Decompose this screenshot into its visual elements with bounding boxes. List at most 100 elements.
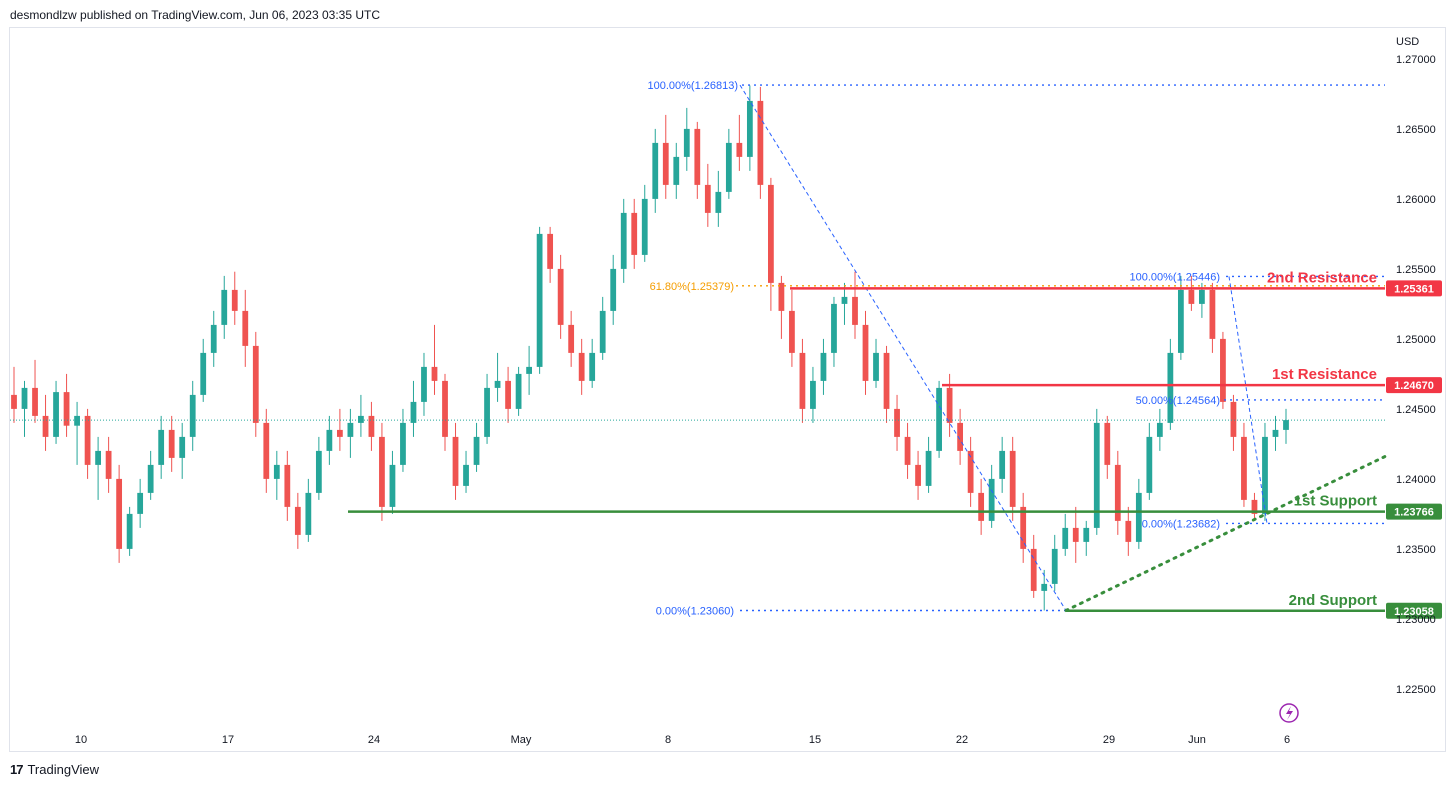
- candle[interactable]: [778, 275, 785, 339]
- candle[interactable]: [1220, 331, 1226, 409]
- candle[interactable]: [662, 114, 669, 199]
- candle[interactable]: [168, 415, 175, 472]
- candle[interactable]: [715, 170, 722, 227]
- candle[interactable]: [126, 506, 133, 556]
- candle[interactable]: [242, 289, 249, 367]
- candle[interactable]: [421, 352, 427, 416]
- candle[interactable]: [1104, 415, 1111, 479]
- candle[interactable]: [1030, 534, 1037, 598]
- candle[interactable]: [831, 296, 837, 367]
- candle[interactable]: [810, 366, 816, 423]
- candle[interactable]: [210, 310, 217, 367]
- candle[interactable]: [116, 464, 123, 563]
- candle[interactable]: [1188, 275, 1195, 311]
- candle[interactable]: [967, 436, 974, 507]
- candle[interactable]: [683, 107, 690, 171]
- tradingview-footer[interactable]: 17 TradingView: [10, 762, 99, 777]
- candle[interactable]: [379, 422, 385, 521]
- candle[interactable]: [32, 359, 38, 423]
- candle[interactable]: [820, 338, 827, 395]
- candle[interactable]: [557, 254, 564, 339]
- candle[interactable]: [852, 271, 858, 339]
- candle[interactable]: [431, 324, 438, 395]
- candle[interactable]: [368, 401, 375, 451]
- candle[interactable]: [263, 408, 270, 493]
- candle[interactable]: [578, 338, 585, 395]
- candle[interactable]: [273, 450, 280, 500]
- candle[interactable]: [42, 394, 49, 451]
- candle[interactable]: [925, 436, 932, 493]
- candle[interactable]: [799, 338, 806, 423]
- candle[interactable]: [673, 142, 680, 199]
- candle[interactable]: [946, 373, 953, 437]
- candle[interactable]: [736, 114, 743, 171]
- candle[interactable]: [53, 380, 59, 444]
- candle[interactable]: [1062, 513, 1069, 556]
- candle[interactable]: [1262, 422, 1268, 521]
- candle[interactable]: [1251, 492, 1258, 521]
- candle[interactable]: [568, 310, 575, 367]
- candle[interactable]: [221, 275, 228, 339]
- candle[interactable]: [547, 226, 554, 283]
- candle[interactable]: [915, 450, 921, 500]
- candle[interactable]: [957, 408, 964, 465]
- candle[interactable]: [231, 271, 238, 325]
- candle[interactable]: [1020, 492, 1027, 563]
- candle[interactable]: [841, 282, 848, 325]
- candle[interactable]: [883, 345, 890, 423]
- candle[interactable]: [536, 226, 543, 374]
- candle[interactable]: [326, 415, 333, 465]
- support-trendline[interactable]: [1064, 455, 1387, 612]
- candle[interactable]: [746, 85, 753, 171]
- candle[interactable]: [652, 128, 659, 213]
- candle[interactable]: [936, 380, 942, 458]
- candle[interactable]: [1272, 415, 1279, 451]
- candle[interactable]: [515, 366, 522, 416]
- candle[interactable]: [463, 450, 469, 493]
- candle[interactable]: [452, 422, 459, 500]
- candle[interactable]: [389, 450, 396, 514]
- candle[interactable]: [1125, 506, 1132, 556]
- candle[interactable]: [105, 436, 112, 493]
- candle[interactable]: [1083, 520, 1090, 556]
- candle[interactable]: [988, 464, 995, 528]
- candle[interactable]: [589, 338, 596, 388]
- candle[interactable]: [400, 408, 406, 472]
- candle[interactable]: [1241, 422, 1247, 507]
- candle[interactable]: [620, 198, 627, 283]
- candle[interactable]: [1051, 534, 1058, 591]
- candle[interactable]: [442, 373, 448, 451]
- candle[interactable]: [610, 254, 617, 325]
- candle[interactable]: [305, 478, 312, 542]
- candle[interactable]: [63, 373, 70, 437]
- candle[interactable]: [137, 478, 144, 528]
- candle[interactable]: [757, 86, 764, 199]
- candle[interactable]: [95, 436, 101, 500]
- candle[interactable]: [200, 338, 207, 402]
- candle[interactable]: [641, 184, 648, 262]
- candle[interactable]: [21, 380, 28, 437]
- candle[interactable]: [1072, 506, 1079, 563]
- candle[interactable]: [252, 331, 259, 437]
- candle[interactable]: [358, 394, 364, 437]
- candle[interactable]: [294, 492, 301, 549]
- candle[interactable]: [978, 478, 985, 535]
- candle[interactable]: [704, 163, 711, 227]
- candle[interactable]: [1177, 275, 1184, 360]
- candle[interactable]: [599, 296, 606, 360]
- candle[interactable]: [526, 345, 532, 395]
- candle[interactable]: [336, 408, 343, 451]
- candle[interactable]: [284, 450, 291, 521]
- candle[interactable]: [694, 121, 701, 199]
- candle[interactable]: [904, 422, 911, 479]
- candle[interactable]: [1114, 450, 1121, 535]
- candle[interactable]: [725, 128, 732, 199]
- candle[interactable]: [1146, 422, 1153, 500]
- candle[interactable]: [11, 366, 17, 423]
- candle[interactable]: [1135, 478, 1142, 549]
- candle[interactable]: [862, 310, 869, 395]
- candle[interactable]: [147, 450, 154, 500]
- candle[interactable]: [789, 289, 795, 367]
- lightning-icon[interactable]: [1279, 703, 1299, 723]
- candle[interactable]: [84, 408, 91, 479]
